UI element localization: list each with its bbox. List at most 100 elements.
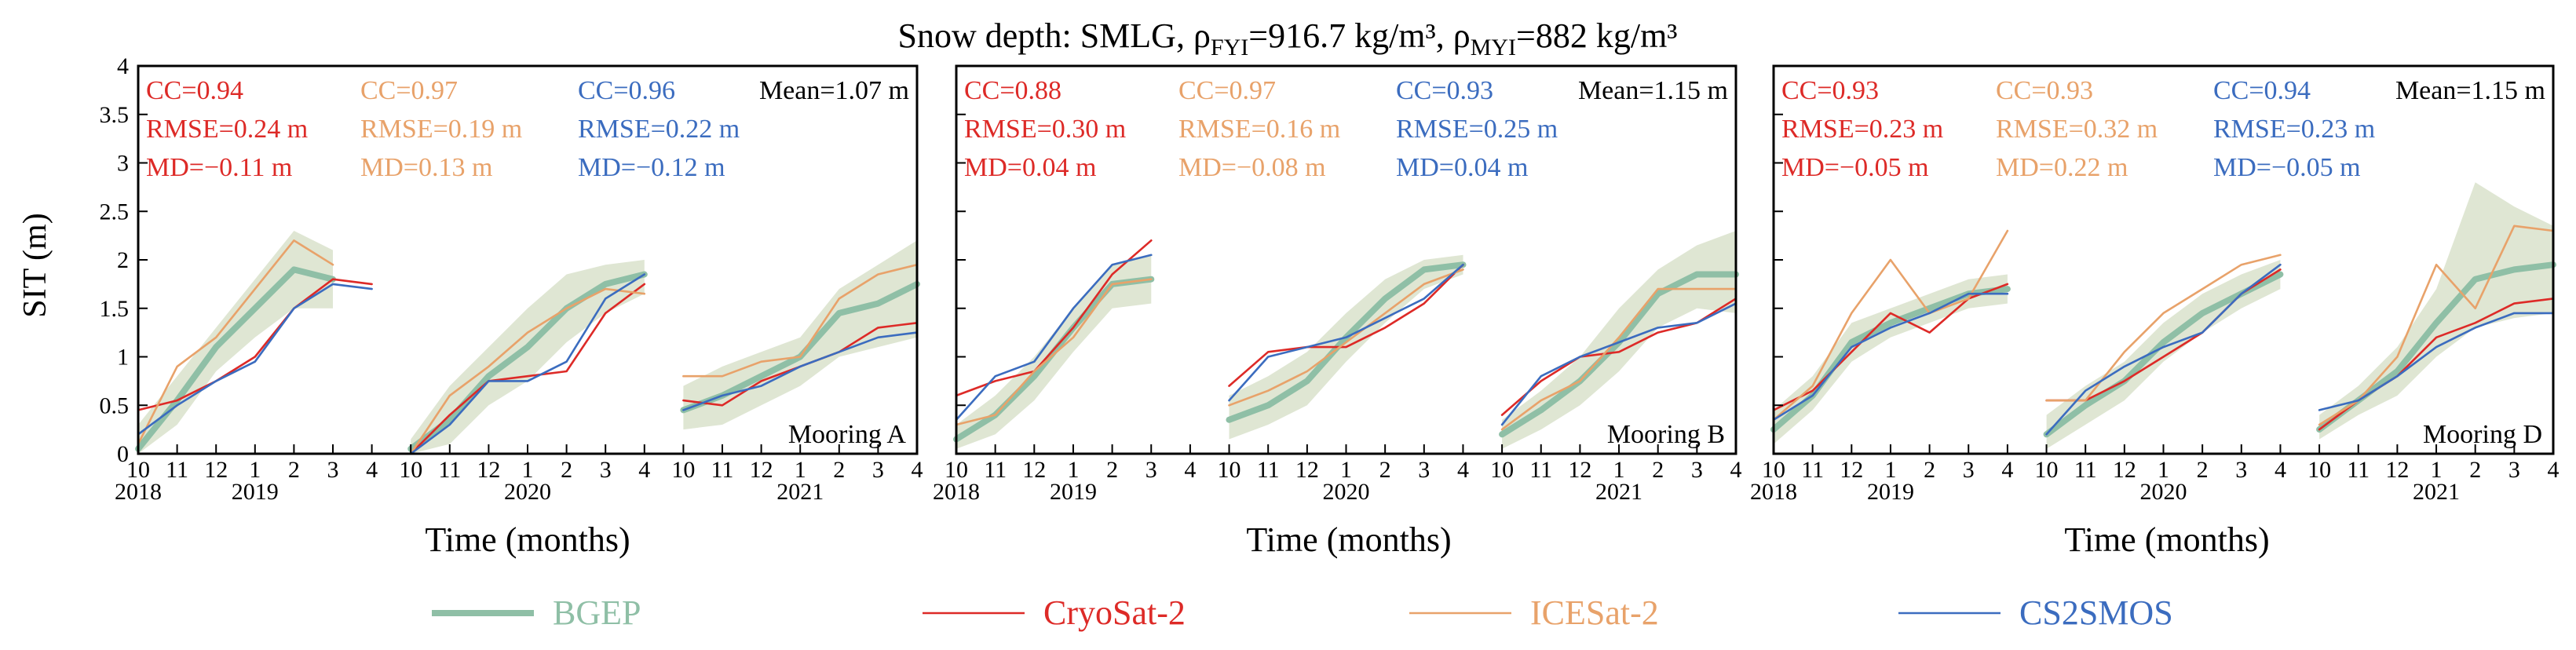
bgep-uncertainty-band	[1774, 274, 2008, 444]
x-year-label: 2018	[933, 479, 980, 505]
x-tick-label: 10	[1490, 457, 1514, 483]
x-tick-label: 2	[1379, 457, 1391, 483]
mooring-label: Mooring B	[1607, 420, 1725, 449]
stat-cc-cryosat-2: CC=0.94	[146, 76, 243, 105]
x-year-label: 2021	[776, 479, 824, 505]
x-tick-label: 4	[1457, 457, 1469, 483]
stat-rmse-cs2smos: RMSE=0.25 m	[1396, 115, 1558, 144]
cs2smos-line	[409, 273, 646, 455]
stat-md-icesat-2: MD=0.13 m	[360, 153, 492, 182]
stat-md-cryosat-2: MD=−0.05 m	[1781, 153, 1929, 182]
x-tick-label: 10	[945, 457, 968, 483]
x-axis-label-a: Time (months)	[425, 520, 630, 559]
bgep-uncertainty-band	[2319, 182, 2553, 440]
stat-rmse-icesat-2: RMSE=0.19 m	[360, 115, 522, 144]
stat-cc-cryosat-2: CC=0.88	[964, 76, 1061, 105]
y-tick-label: 1	[117, 345, 129, 371]
x-tick-label: 3	[2508, 457, 2520, 483]
x-tick-label: 2	[2197, 457, 2209, 483]
cryosat-2-line	[1228, 263, 1464, 387]
y-tick-label: 4	[117, 53, 129, 79]
x-tick-label: 1	[1340, 457, 1352, 483]
x-tick-label: 11	[711, 457, 734, 483]
legend-label-icesat-2: ICESat-2	[1530, 593, 1659, 632]
y-tick-label: 0.5	[100, 393, 130, 418]
stat-cc-cs2smos: CC=0.93	[1396, 76, 1493, 105]
stat-md-cryosat-2: MD=0.04 m	[964, 153, 1096, 182]
legend-label-cryosat-2: CryoSat-2	[1043, 593, 1186, 632]
icesat-2-line	[955, 278, 1153, 426]
fyi-density-value: =916.7 kg/m³,	[1248, 16, 1452, 55]
x-year-label: 2018	[115, 479, 162, 505]
myi-subscript: MYI	[1471, 35, 1516, 60]
x-tick-label: 2	[1106, 457, 1118, 483]
x-tick-label: 11	[1257, 457, 1280, 483]
icesat-2-line	[137, 239, 334, 445]
y-tick-label: 3	[117, 151, 129, 177]
x-tick-label: 12	[1022, 457, 1046, 483]
x-tick-label: 12	[2113, 457, 2136, 483]
title-prefix: Snow depth: SMLG,	[897, 16, 1193, 55]
x-tick-label: 10	[399, 457, 422, 483]
stat-md-cs2smos: MD=0.04 m	[1396, 153, 1528, 182]
legend: BGEP CryoSat-2 ICESat-2 CS2SMOS	[432, 593, 2173, 632]
mean-label: Mean=1.15 m	[2395, 76, 2545, 105]
x-tick-label: 4	[1184, 457, 1196, 483]
x-tick-label: 3	[1418, 457, 1430, 483]
cs2smos-line	[955, 254, 1153, 422]
x-tick-label: 3	[1963, 457, 1975, 483]
cs2smos-line	[2045, 263, 2282, 436]
y-tick-label: 0	[117, 441, 129, 467]
x-tick-label: 3	[2235, 457, 2247, 483]
x-tick-label: 12	[1568, 457, 1591, 483]
x-axis-label-d: Time (months)	[2064, 520, 2269, 559]
x-year-label: 2020	[2140, 479, 2187, 505]
stat-rmse-cryosat-2: RMSE=0.23 m	[1781, 115, 1943, 144]
stat-rmse-cs2smos: RMSE=0.23 m	[2213, 115, 2375, 144]
x-tick-label: 2	[1652, 457, 1664, 483]
stat-cc-cs2smos: CC=0.94	[2213, 76, 2311, 105]
stat-md-cryosat-2: MD=−0.11 m	[146, 153, 292, 182]
x-tick-label: 3	[600, 457, 612, 483]
x-tick-label: 1	[1613, 457, 1625, 483]
bgep-line	[407, 271, 648, 452]
icesat-2-line	[682, 263, 919, 378]
mooring-label: Mooring D	[2423, 420, 2542, 449]
x-tick-label: 4	[638, 457, 650, 483]
y-tick-label: 1.5	[100, 296, 130, 322]
bgep-line	[135, 266, 336, 452]
stat-cc-icesat-2: CC=0.97	[1178, 76, 1276, 105]
x-tick-label: 1	[249, 457, 261, 483]
x-tick-label: 1	[2158, 457, 2169, 483]
x-tick-label: 12	[1840, 457, 1863, 483]
x-axis-label-b: Time (months)	[1246, 520, 1451, 559]
cs2smos-line	[1772, 292, 2009, 422]
x-tick-label: 4	[366, 457, 378, 483]
x-tick-label: 12	[2385, 457, 2409, 483]
x-tick-label: 2	[561, 457, 572, 483]
y-tick-label: 2.5	[100, 199, 130, 225]
figure-title: Snow depth: SMLG, ρFYI=916.7 kg/m³, ρMYI…	[897, 16, 1677, 60]
x-tick-label: 2	[1924, 457, 1935, 483]
x-tick-label: 1	[1884, 457, 1896, 483]
x-tick-label: 1	[522, 457, 534, 483]
x-tick-label: 3	[1145, 457, 1157, 483]
x-tick-label: 1	[1067, 457, 1079, 483]
x-tick-label: 1	[2431, 457, 2443, 483]
rho-myi-symbol: ρ	[1453, 16, 1471, 55]
cryosat-2-line	[409, 283, 646, 455]
icesat-2-line	[1500, 287, 1737, 431]
stat-rmse-cryosat-2: RMSE=0.30 m	[964, 115, 1126, 144]
x-year-label: 2020	[1323, 479, 1370, 505]
x-tick-label: 10	[2307, 457, 2331, 483]
bgep-uncertainty-band	[2046, 260, 2281, 449]
x-tick-label: 4	[2275, 457, 2286, 483]
x-year-label: 2021	[1595, 479, 1642, 505]
x-tick-label: 11	[438, 457, 461, 483]
cs2smos-line	[682, 331, 919, 411]
cs2smos-line	[1500, 302, 1737, 426]
cs2smos-line	[137, 283, 373, 436]
